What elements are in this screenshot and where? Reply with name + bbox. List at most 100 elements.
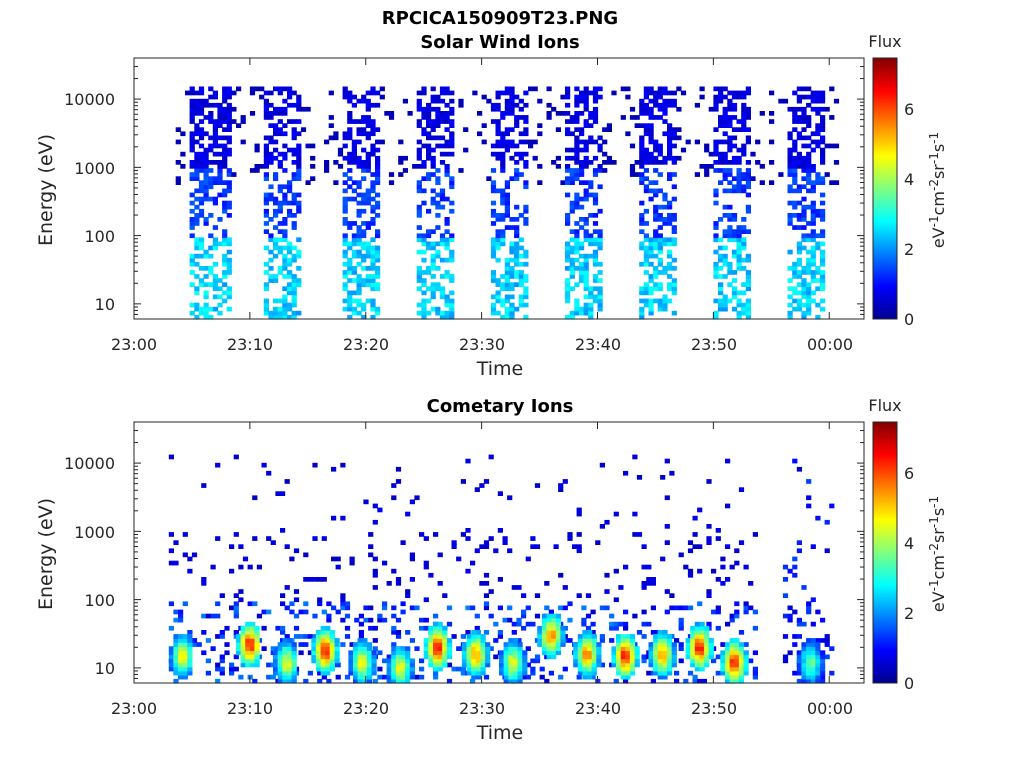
heatmap-cell: [722, 176, 728, 181]
heatmap-cell: [643, 90, 649, 96]
heatmap-cell: [820, 270, 826, 275]
heatmap-cell: [597, 184, 603, 190]
heatmap-cell: [273, 298, 279, 304]
heatmap-cell: [718, 306, 724, 312]
heatmap-cell: [815, 139, 821, 145]
heatmap-cell: [398, 139, 404, 145]
heatmap-cell: [523, 127, 529, 132]
x-tick-label: 23:30: [459, 699, 505, 718]
heatmap-cell: [483, 581, 490, 586]
heatmap-cell: [282, 131, 288, 137]
heatmap-cell: [296, 200, 302, 206]
heatmap-cell: [514, 225, 520, 230]
heatmap-cell: [662, 674, 668, 680]
heatmap-cell: [222, 257, 228, 263]
heatmap-cell: [252, 601, 258, 607]
heatmap-cell: [233, 609, 239, 615]
heatmap-cell: [435, 200, 441, 206]
heatmap-cell: [544, 678, 550, 684]
heatmap-cell: [810, 213, 816, 218]
heatmap-cell: [736, 245, 742, 251]
heatmap-cell: [577, 662, 583, 668]
heatmap-cell: [806, 302, 812, 308]
heatmap-cell: [386, 670, 392, 676]
heatmap-cell: [796, 540, 802, 545]
heatmap-cell: [502, 536, 508, 541]
heatmap-cell: [801, 135, 807, 141]
heatmap-cell: [509, 143, 515, 149]
heatmap-cell: [810, 188, 816, 194]
heatmap-cell: [282, 257, 288, 263]
heatmap-cell: [254, 630, 260, 635]
heatmap-cell: [189, 98, 195, 104]
heatmap-cell: [518, 278, 524, 283]
heatmap-cell: [375, 147, 381, 153]
heatmap-cell: [502, 617, 508, 623]
heatmap-cell: [518, 261, 524, 267]
heatmap-cell: [180, 164, 186, 169]
heatmap-cell: [361, 306, 367, 312]
heatmap-cell: [722, 253, 728, 259]
heatmap-cell: [416, 302, 422, 308]
heatmap-cell: [648, 658, 654, 664]
heatmap-cell: [282, 642, 288, 647]
heatmap-cell: [518, 115, 524, 120]
heatmap-cell: [416, 266, 422, 271]
heatmap-cell: [361, 257, 367, 263]
heatmap-cell: [296, 131, 302, 137]
heatmap-cell: [182, 658, 188, 664]
heatmap-cell: [282, 298, 288, 304]
heatmap-cell: [657, 249, 663, 255]
heatmap-cell: [741, 143, 747, 149]
heatmap-cell: [613, 625, 619, 631]
heatmap-cell: [591, 654, 597, 660]
heatmap-cell: [254, 625, 260, 631]
heatmap-cell: [722, 106, 728, 112]
heatmap-cell: [375, 310, 381, 316]
heatmap-cell: [495, 131, 501, 137]
heatmap-cell: [676, 155, 682, 161]
heatmap-cell: [342, 86, 348, 92]
heatmap-cell: [495, 282, 501, 287]
heatmap-cell: [168, 625, 174, 631]
heatmap-cell: [173, 650, 179, 656]
heatmap-cell: [266, 674, 272, 680]
heatmap-cell: [305, 106, 311, 112]
heatmap-cell: [416, 106, 422, 112]
heatmap-cell: [576, 593, 582, 598]
heatmap-cell: [291, 160, 297, 165]
x-tick-label: 23:30: [459, 335, 505, 354]
heatmap-cell: [639, 135, 645, 141]
colorbar-tick: 2: [904, 240, 914, 259]
heatmap-cell: [597, 270, 603, 275]
heatmap-cell: [480, 650, 486, 656]
heatmap-cell: [471, 658, 477, 664]
heatmap-cell: [632, 532, 638, 537]
heatmap-cell: [268, 151, 274, 157]
heatmap-cell: [189, 176, 195, 181]
heatmap-cell: [388, 172, 395, 177]
heatmap-cell: [273, 654, 279, 660]
heatmap-cell: [222, 241, 228, 247]
heatmap-cell: [810, 204, 816, 210]
heatmap-cell: [555, 621, 561, 627]
heatmap-cell: [662, 270, 668, 275]
heatmap-cell: [240, 658, 246, 664]
heatmap-cell: [284, 585, 290, 590]
heatmap-cell: [236, 86, 242, 92]
heatmap-cell: [249, 634, 256, 639]
heatmap-cell: [189, 221, 195, 226]
heatmap-cell: [500, 151, 506, 157]
heatmap-cell: [518, 253, 524, 259]
heatmap-cell: [722, 188, 728, 194]
heatmap-cell: [523, 221, 529, 226]
heatmap-cell: [741, 310, 747, 316]
heatmap-cell: [796, 261, 802, 267]
heatmap-cell: [639, 164, 645, 169]
heatmap-cell: [426, 119, 432, 124]
heatmap-cell: [592, 119, 599, 124]
heatmap-cell: [573, 646, 579, 651]
heatmap-cell: [451, 634, 457, 639]
heatmap-cell: [217, 123, 223, 128]
heatmap-cell: [365, 151, 371, 157]
